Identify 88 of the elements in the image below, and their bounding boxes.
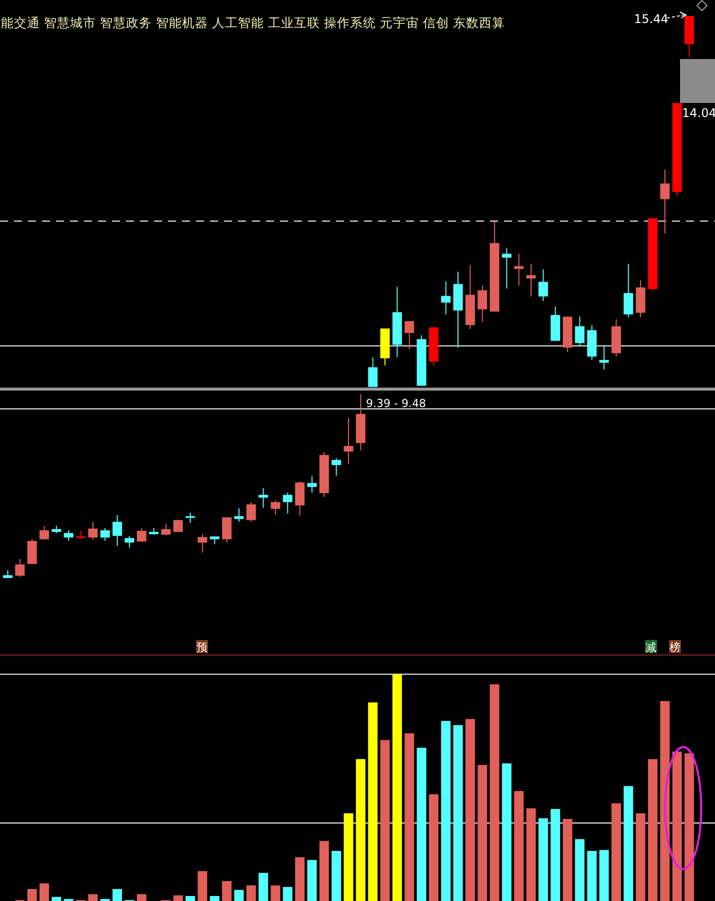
candlestick [574,316,584,347]
candlestick [27,538,37,564]
bar [88,894,98,901]
bar [282,886,292,901]
bar [319,840,329,901]
bar [136,894,146,901]
candlestick [538,268,548,302]
bar [344,813,354,901]
bar [514,791,524,901]
bar [258,872,268,901]
bar [234,890,244,901]
bar [441,721,451,901]
text: 预 [196,641,208,654]
candlestick [186,512,196,524]
candlestick [332,458,342,476]
bar [428,794,438,901]
bar [356,759,366,901]
bar [660,701,670,901]
bar [562,818,572,901]
candlestick [478,285,488,322]
candlestick [599,346,609,370]
bar [636,813,646,901]
candlestick [526,263,536,297]
bar [624,786,634,901]
annotation: 9.39 - 9.48 [366,397,426,410]
bar [611,803,621,901]
bar [186,896,196,901]
candlestick [222,516,232,544]
bar [538,818,548,901]
candlestick [660,168,670,234]
bar [210,896,220,901]
candlestick [295,480,305,516]
candlestick [124,535,134,548]
bar [453,725,463,901]
bar [465,718,475,901]
bar [198,871,208,901]
bar [526,808,536,901]
candlestick [246,502,256,522]
bar [380,740,390,901]
bar [307,860,317,901]
candlestick [404,320,414,350]
candlestick [270,500,280,515]
candlestick [368,357,378,388]
candlestick [64,530,74,542]
bar [672,752,682,901]
bar [416,748,426,901]
candlestick [307,476,317,494]
candlestick [234,508,244,522]
candlestick [514,253,524,286]
text: 减 [646,641,656,654]
candlestick [441,280,451,315]
candlestick [40,525,49,540]
bar [392,674,402,901]
bar [246,885,256,901]
chart-title: 能交通 智慧城市 智慧政务 智能机器 人工智能 工业互联 操作系统 元宇宙 信创 东数西算 [1,15,505,30]
bar [648,759,658,901]
candlestick [344,417,354,464]
annotation: 15.44 [634,12,668,26]
bar [368,702,378,901]
bar [52,896,62,901]
candlestick [502,248,512,290]
bar [502,763,512,901]
bar [112,888,122,901]
candlestick [198,534,208,554]
bar [587,850,597,901]
bar [490,684,500,901]
bar [222,881,232,901]
text: 榜 [670,641,680,654]
candlestick [112,514,122,546]
bar [574,839,584,901]
bar [332,850,342,901]
bar [40,883,49,901]
candlestick [100,527,110,542]
candlestick [15,558,25,578]
candlestick [136,527,146,543]
bar [478,764,488,901]
bar [295,857,305,901]
candlestick [282,492,292,514]
bar [270,885,280,901]
candlestick [88,521,98,540]
bar [550,808,560,901]
bar [27,888,37,901]
bar [404,733,414,901]
candlestick [624,263,634,318]
candlestick [173,519,183,532]
bar [684,753,694,901]
bar [599,850,609,901]
bar [173,895,183,901]
